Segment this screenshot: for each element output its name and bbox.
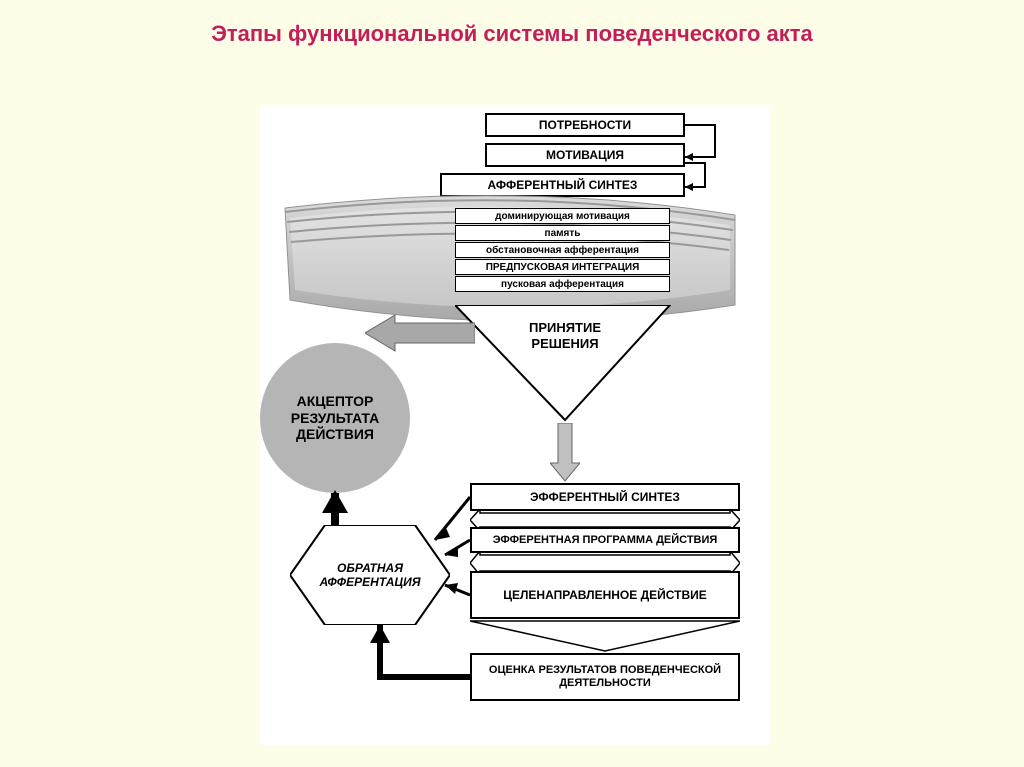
node-prelaunch: ПРЕДПУСКОВАЯ ИНТЕГРАЦИЯ — [455, 259, 670, 275]
node-decision: ПРИНЯТИЕ РЕШЕНИЯ — [500, 320, 630, 351]
node-launch: пусковая афферентация — [455, 276, 670, 292]
node-motivation: МОТИВАЦИЯ — [485, 143, 685, 167]
node-feedback: ОБРАТНАЯ АФФЕРЕНТАЦИЯ — [305, 555, 435, 595]
arrow-action-eval — [470, 619, 740, 653]
arrow-to-acceptor — [365, 313, 475, 353]
node-dom-motivation: доминирующая мотивация — [455, 208, 670, 224]
node-efferent-synth: ЭФФЕРЕНТНЫЙ СИНТЕЗ — [470, 483, 740, 511]
node-eval: ОЦЕНКА РЕЗУЛЬТАТОВ ПОВЕДЕНЧЕСКОЙ ДЕЯТЕЛЬ… — [470, 653, 740, 701]
top-right-connectors — [685, 113, 745, 198]
node-memory: память — [455, 225, 670, 241]
diagram-title: Этапы функциональной системы поведенческ… — [0, 0, 1024, 59]
arrow-funnel-down — [550, 423, 580, 483]
arrow-epa-action — [470, 553, 740, 573]
node-action: ЦЕЛЕНАПРАВЛЕННОЕ ДЕЙСТВИЕ — [470, 571, 740, 619]
diagram-panel: ПОТРЕБНОСТИ МОТИВАЦИЯ АФФЕРЕНТНЫЙ СИНТЕЗ… — [260, 105, 770, 745]
node-needs: ПОТРЕБНОСТИ — [485, 113, 685, 137]
node-acceptor: АКЦЕПТОР РЕЗУЛЬТАТА ДЕЙСТВИЯ — [260, 343, 410, 493]
node-situational: обстановочная афферентация — [455, 242, 670, 258]
node-efferent-prog: ЭФФЕРЕНТНАЯ ПРОГРАММА ДЕЙСТВИЯ — [470, 527, 740, 553]
